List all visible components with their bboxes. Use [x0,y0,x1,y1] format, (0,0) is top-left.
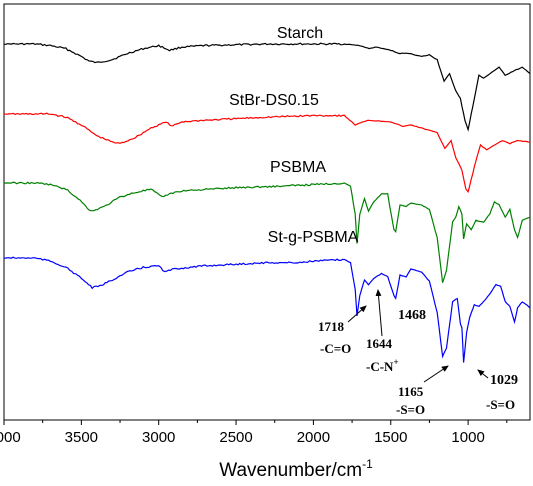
x-axis-title: Wavenumber/cm-1 [219,457,373,481]
x-tick-label: 3500 [65,429,98,446]
arrow-1165 [423,365,449,383]
series-line-starch [3,42,531,132]
series-group [3,42,531,363]
series-line-stbr-ds0-15 [3,112,531,194]
arrow-1718 [347,305,367,323]
x-axis-ticks: 4000 3500 3000 2500 2000 1500 1000 [0,420,508,446]
arrow-1644 [375,289,383,337]
annotation-1165: 1165 [398,384,424,399]
x-tick-label: 4000 [0,429,21,446]
annotation-1644-group: -C-N+ [366,357,399,374]
series-label-starch: Starch [277,25,323,42]
series-label-stbr: StBr-DS0.15 [229,92,319,109]
annotation-1165-group: -S=O [396,402,425,417]
series-label-st-g-psbma: St-g-PSBMA [268,229,359,246]
x-tick-label: 2000 [297,429,330,446]
plot-frame [3,3,531,421]
series-label-psbma: PSBMA [270,159,326,176]
x-tick-label: 2500 [219,429,252,446]
annotation-1718-group: -C=O [320,341,351,356]
x-tick-label: 1500 [374,429,407,446]
series-line-st-g-psbma [4,256,531,363]
annotation-1718: 1718 [318,319,345,334]
annotation-1644: 1644 [366,336,393,351]
annotation-1029-group: -S=O [486,397,515,412]
x-tick-label: 3000 [142,429,175,446]
x-tick-label: 1000 [451,429,484,446]
annotation-1468: 1468 [398,308,426,323]
annotation-1029: 1029 [490,373,518,388]
series-line-psbma [3,181,531,283]
arrow-1029 [477,369,489,379]
